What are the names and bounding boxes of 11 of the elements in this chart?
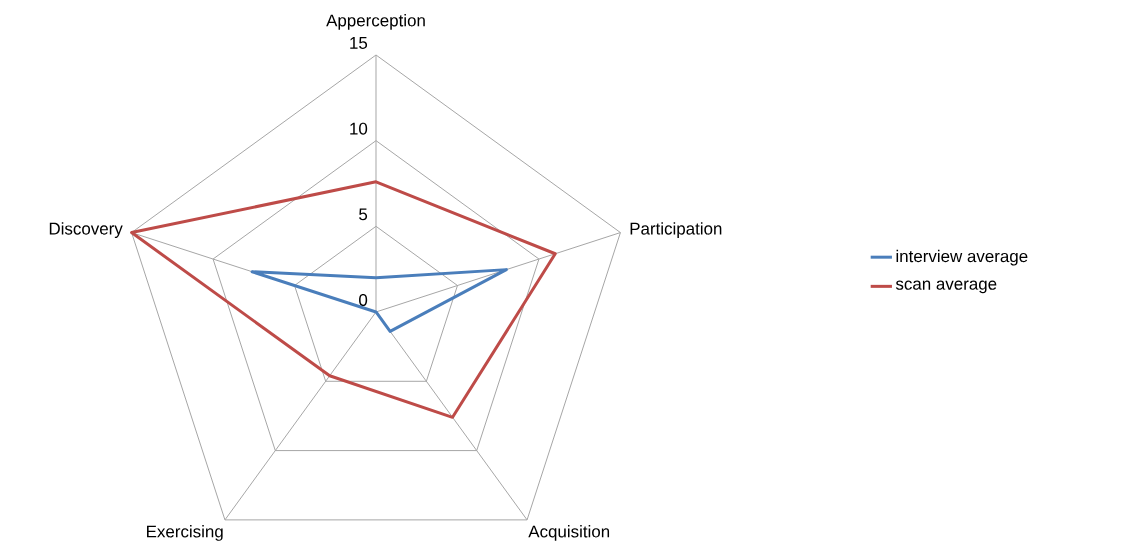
legend-label: scan average	[895, 280, 997, 294]
y-tick-label: 10	[350, 122, 368, 135]
spoke-label: Apperception	[326, 14, 425, 30]
legend-label: interview average	[896, 249, 1028, 266]
spoke-label: Discovery	[49, 222, 123, 238]
spoke-label: Acquisition	[528, 525, 610, 541]
y-tick-label: 0	[359, 294, 368, 306]
y-tick-label: 5	[359, 208, 368, 221]
y-tick-label: 15	[350, 37, 368, 49]
spoke-label: Exercising	[147, 525, 223, 541]
spoke-label: Participation	[630, 222, 722, 238]
